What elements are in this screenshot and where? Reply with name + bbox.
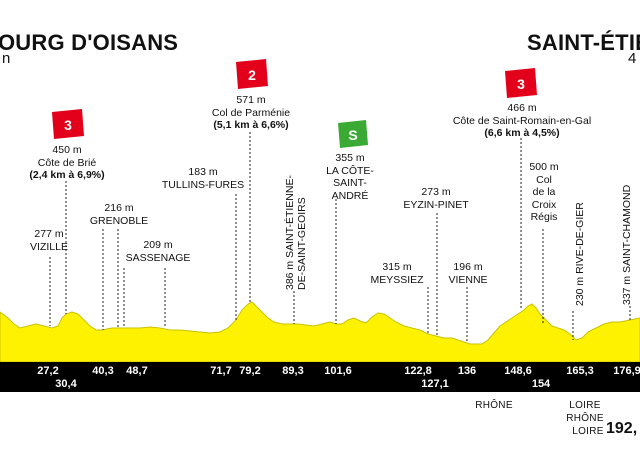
start-town-sub: n (2, 50, 11, 67)
place-croix-regis-line3: Croix (531, 198, 557, 211)
place-tullins-alt: 183 m (188, 166, 218, 178)
category-badge-parmenie: 2 (236, 59, 268, 89)
place-eyzin: 273 m EYZIN-PINET (403, 186, 468, 211)
place-meyssiez-alt: 315 m (382, 261, 412, 273)
svg-text:S: S (348, 127, 357, 143)
place-grenoble-name: GRENOBLE (89, 214, 149, 227)
climb-parmenie-stats: (5,1 km à 6,6%) (213, 119, 289, 131)
place-geoirs-line2: DE-SAINT-GEOIRS (296, 197, 308, 290)
leader-lines (49, 132, 631, 342)
place-meyssiez-name: MEYSSIEZ (370, 273, 424, 286)
km-mark-11: 136 (457, 365, 477, 377)
climb-brie-stats: (2,4 km à 6,9%) (29, 169, 105, 181)
place-vienne-alt: 196 m (453, 261, 483, 273)
total-distance: 192, (606, 420, 638, 437)
place-geoirs-line1: 386 m SAINT-ÉTIENNE- (284, 175, 296, 290)
km-mark-1: 27,2 (37, 365, 59, 377)
climb-romain-stats: (6,6 km à 4,5%) (484, 127, 560, 139)
km-mark-15: 176,9 (613, 365, 640, 377)
climb-romain-alt: 466 m (507, 102, 537, 114)
km-mark-2: 30,4 (55, 378, 77, 390)
start-town-title: OURG D'OISANS (0, 30, 179, 55)
place-eyzin-alt: 273 m (421, 186, 451, 198)
place-cote-andre-line1: LA CÔTE- (326, 164, 374, 177)
place-saint-chamond: 337 m SAINT-CHAMOND (621, 184, 633, 305)
km-mark-5: 71,7 (210, 365, 232, 377)
km-mark-6: 79,2 (239, 365, 261, 377)
finish-town-title: SAINT-ÉTIE (527, 30, 640, 55)
place-grenoble-alt: 216 m (104, 202, 134, 214)
finish-town-sub: 4 (628, 50, 637, 67)
place-grenoble: 216 m GRENOBLE (90, 202, 148, 227)
place-cote-andre: 355 m LA CÔTE- SAINT- ANDRÉ (326, 152, 374, 202)
elevation-profile (0, 301, 640, 363)
km-mark-9: 122,8 (404, 365, 432, 377)
climb-parmenie-alt: 571 m (236, 94, 266, 106)
km-mark-10: 127,1 (421, 378, 449, 390)
sprint-badge: S (338, 120, 368, 148)
place-sassenage: 209 m SASSENAGE (126, 239, 191, 264)
place-croix-regis-line4: Régis (530, 211, 558, 223)
climb-parmenie-name: Col de Parménie (211, 106, 291, 119)
place-vizille: 277 m VIZILLE (30, 228, 68, 253)
km-mark-7: 89,3 (282, 365, 304, 377)
climb-brie-label: 450 m Côte de Brié (2,4 km à 6,9%) (29, 144, 104, 182)
place-sassenage-alt: 209 m (143, 239, 173, 251)
place-vizille-name: VIZILLE (30, 240, 68, 253)
river-loire-2: LOIRE (572, 426, 604, 437)
place-rive-de-gier: 230 m RIVE-DE-GIER (574, 202, 586, 306)
svg-text:3: 3 (517, 76, 525, 92)
place-vienne-name: VIENNE (448, 273, 488, 286)
place-meyssiez: 315 m MEYSSIEZ (370, 261, 423, 286)
place-croix-regis-line2: de la (532, 186, 556, 198)
km-mark-13: 154 (531, 378, 551, 390)
river-rhone-1: RHÔNE (475, 400, 513, 411)
river-loire-1: LOIRE (569, 400, 601, 411)
distance-bar (0, 362, 640, 392)
river-rhone-2: RHÔNE (566, 413, 604, 424)
place-sassenage-name: SASSENAGE (125, 251, 191, 264)
place-cote-andre-alt: 355 m (335, 152, 365, 164)
svg-text:2: 2 (248, 67, 256, 83)
climb-brie-alt: 450 m (52, 144, 82, 156)
place-croix-regis-line1: Col (536, 173, 552, 186)
climb-parmenie-label: 571 m Col de Parménie (5,1 km à 6,6%) (212, 94, 290, 132)
place-tullins-name: TULLINS-FURES (161, 178, 245, 191)
km-mark-4: 48,7 (126, 365, 148, 377)
km-mark-8: 101,6 (324, 365, 352, 377)
km-mark-3: 40,3 (92, 365, 114, 377)
climb-romain-name: Côte de Saint-Romain-en-Gal (452, 114, 592, 127)
km-mark-14: 165,3 (566, 365, 594, 377)
km-mark-12: 148,6 (504, 365, 532, 377)
place-vienne: 196 m VIENNE (448, 261, 487, 286)
place-eyzin-name: EYZIN-PINET (403, 198, 469, 211)
climb-brie-name: Côte de Brié (37, 156, 97, 169)
place-tullins: 183 m TULLINS-FURES (162, 166, 244, 191)
place-cote-andre-line2: SAINT- (333, 177, 367, 189)
svg-text:3: 3 (64, 117, 72, 133)
place-croix-regis-alt: 500 m (529, 161, 559, 173)
place-vizille-alt: 277 m (34, 228, 64, 240)
category-badge-romain: 3 (505, 68, 537, 98)
climb-romain-label: 466 m Côte de Saint-Romain-en-Gal (6,6 k… (453, 102, 591, 140)
category-badge-brie: 3 (52, 109, 84, 139)
place-croix-regis: 500 m Col de la Croix Régis (529, 161, 558, 224)
place-cote-andre-line3: ANDRÉ (331, 189, 369, 202)
